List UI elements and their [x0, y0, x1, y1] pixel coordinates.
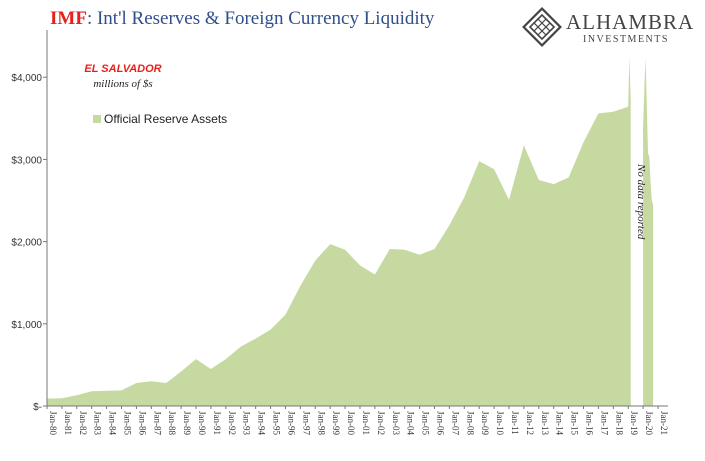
logo-name: ALHAMBRA [566, 10, 695, 34]
x-tick-label: Jan-94 [257, 411, 267, 435]
x-tick-label: Jan-87 [152, 411, 162, 435]
x-tick-label: Jan-98 [316, 411, 326, 435]
chart-title: IMF: Int'l Reserves & Foreign Currency L… [50, 8, 434, 30]
y-tick-label: $4,000 [11, 73, 42, 84]
no-data-annotation: No data reported [635, 163, 647, 240]
x-tick-label: Jan-85 [123, 411, 133, 435]
x-tick-label: Jan-12 [525, 411, 535, 435]
company-logo: ALHAMBRA INVESTMENTS [522, 6, 702, 48]
diamond-lattice-icon [522, 7, 562, 47]
x-tick-label: Jan-15 [570, 411, 580, 435]
y-tick-label: $1,000 [11, 320, 42, 331]
x-tick-label: Jan-96 [286, 411, 296, 435]
x-tick-label: Jan-11 [510, 411, 520, 435]
legend-swatch [93, 115, 101, 123]
x-tick-label: Jan-02 [376, 411, 386, 435]
x-tick-label: Jan-90 [197, 411, 207, 435]
y-axis: $- $1,000 $2,000 $3,000 $4,000 [11, 73, 47, 413]
area-series-segment-2 [643, 58, 654, 407]
x-tick-label: Jan-01 [361, 411, 371, 435]
area-series-segment-1 [47, 56, 631, 406]
x-tick-label: Jan-17 [599, 411, 609, 435]
y-tick-label: $2,000 [11, 238, 42, 249]
x-tick-label: Jan-97 [301, 411, 311, 435]
x-tick-label: Jan-00 [346, 411, 356, 435]
x-tick-label: Jan-88 [167, 411, 177, 435]
x-tick-label: Jan-82 [78, 411, 88, 435]
x-tick-label: Jan-08 [465, 411, 475, 435]
chart-subtitle: EL SALVADOR [84, 63, 161, 75]
chart-title-text: : Int'l Reserves & Foreign Currency Liqu… [86, 8, 435, 29]
x-tick-label: Jan-89 [182, 411, 192, 435]
x-tick-label: Jan-05 [421, 411, 431, 435]
x-tick-label: Jan-80 [48, 411, 58, 435]
units-label: millions of $s [93, 78, 152, 90]
x-tick-label: Jan-99 [331, 411, 341, 435]
x-tick-label: Jan-16 [585, 411, 595, 435]
chart-title-highlight: IMF [50, 8, 87, 29]
area-layer [47, 56, 654, 407]
x-tick-label: Jan-92 [227, 411, 237, 435]
x-tick-label: Jan-20 [644, 411, 654, 435]
x-axis: Jan-80 Jan-81 Jan-82 Jan-83 Jan-84 Jan-85 Jan-… [46, 406, 669, 435]
x-tick-label: Jan-07 [450, 411, 460, 435]
x-tick-label: Jan-83 [93, 411, 103, 435]
x-tick-label: Jan-21 [659, 411, 669, 435]
x-tick-label: Jan-10 [495, 411, 505, 435]
y-tick-label: $3,000 [11, 155, 42, 166]
x-tick-label: Jan-19 [629, 411, 639, 435]
x-tick-label: Jan-81 [63, 411, 73, 435]
x-tick-label: Jan-95 [272, 411, 282, 435]
x-tick-label: Jan-04 [406, 411, 416, 435]
x-tick-label: Jan-14 [555, 411, 565, 435]
x-tick-label: Jan-86 [137, 411, 147, 435]
x-tick-label: Jan-91 [212, 411, 222, 435]
logo-subtitle: INVESTMENTS [583, 34, 669, 45]
legend-label: Official Reserve Assets [104, 112, 227, 126]
x-tick-label: Jan-93 [242, 411, 252, 435]
x-tick-label: Jan-09 [480, 411, 490, 435]
x-tick-label: Jan-18 [614, 411, 624, 435]
x-tick-label: Jan-13 [540, 411, 550, 435]
y-tick-label: $- [33, 402, 42, 413]
x-tick-label: Jan-06 [436, 411, 446, 435]
x-tick-label: Jan-84 [108, 411, 118, 435]
x-tick-label: Jan-03 [391, 411, 401, 435]
